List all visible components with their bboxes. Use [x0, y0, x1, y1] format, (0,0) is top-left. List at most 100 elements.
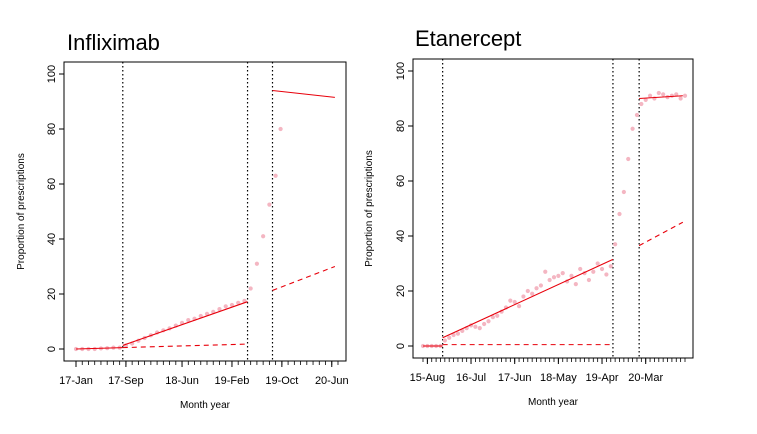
data-point — [547, 277, 552, 283]
data-point — [626, 156, 631, 162]
data-point — [604, 272, 609, 277]
data-point — [508, 298, 513, 303]
data-point — [495, 313, 500, 318]
data-point — [198, 313, 203, 319]
data-point — [556, 273, 561, 278]
etanercept-chart: Etanercept 0 20 40 60 80 100 15-Aug 16-Jul 17-Jun… — [364, 26, 694, 408]
infliximab-chart: Infliximab 0 20 40 60 80 100 17-Jan 17-Sep 18-Jun… — [16, 30, 349, 411]
data-point — [613, 242, 618, 247]
data-point — [639, 101, 644, 107]
data-point — [482, 321, 487, 327]
x-tick-label: 16-Jul — [456, 372, 486, 384]
data-point — [521, 294, 526, 299]
data-point — [204, 311, 210, 316]
x-tick-label: 17-Sep — [108, 375, 143, 387]
data-point — [442, 338, 447, 343]
data-point — [278, 126, 283, 132]
data-point — [656, 90, 661, 96]
x-tick-label: 15-Aug — [410, 372, 445, 384]
data-point — [447, 335, 452, 340]
data-point — [530, 291, 535, 296]
data-point — [643, 97, 648, 102]
chart-title: Infliximab — [67, 30, 160, 55]
y-tick-label: 20 — [395, 285, 407, 297]
data-point — [591, 269, 596, 274]
data-point — [578, 266, 583, 272]
data-point — [525, 288, 530, 294]
x-tick-label: 18-Jun — [165, 375, 199, 387]
y-tick-label: 20 — [46, 288, 58, 300]
x-tick-label: 17-Jun — [498, 372, 532, 384]
y-tick-label: 0 — [46, 346, 58, 352]
data-point — [534, 286, 539, 291]
x-tick-label: 19-Feb — [215, 375, 250, 387]
data-point — [236, 300, 241, 305]
x-tick-label: 19-Apr — [586, 372, 619, 384]
data-point — [460, 328, 465, 333]
y-tick-label: 60 — [46, 178, 58, 190]
x-axis-label: Month year — [180, 400, 231, 411]
y-tick-label: 80 — [46, 123, 58, 135]
data-point — [617, 211, 622, 217]
data-point — [560, 271, 565, 276]
data-point — [261, 234, 266, 239]
data-point — [674, 92, 679, 97]
data-point — [248, 286, 253, 291]
x-tick-label: 18-May — [540, 372, 577, 384]
y-axis-label: Proportion of prescriptions — [16, 153, 27, 270]
chart-title: Etanercept — [415, 26, 521, 51]
x-tick-label: 17-Jan — [59, 375, 93, 387]
data-point — [573, 282, 578, 287]
data-point — [451, 332, 456, 338]
fitted-line — [639, 95, 683, 100]
plot-frame — [63, 61, 347, 362]
counterfactual-line — [122, 343, 248, 349]
x-tick-label: 19-Oct — [265, 375, 298, 387]
data-point — [455, 331, 461, 336]
data-point — [647, 93, 653, 98]
data-point — [630, 126, 635, 131]
y-tick-label: 100 — [395, 62, 407, 80]
data-point — [538, 283, 544, 288]
data-point — [661, 92, 666, 97]
fitted-line — [122, 301, 248, 346]
fitted-line — [272, 89, 335, 98]
data-point — [229, 302, 235, 308]
y-tick-label: 80 — [395, 120, 407, 132]
fitted-line — [442, 258, 614, 339]
y-tick-label: 60 — [395, 175, 407, 187]
data-point — [608, 264, 613, 269]
data-point — [490, 315, 495, 320]
data-point — [551, 275, 557, 280]
data-point — [486, 319, 491, 324]
counterfactual-line — [272, 265, 336, 291]
data-point — [595, 261, 600, 266]
data-point — [621, 189, 626, 195]
data-point — [678, 96, 683, 101]
plot-frame — [412, 58, 694, 359]
data-point — [669, 93, 675, 98]
y-tick-label: 40 — [395, 230, 407, 242]
x-tick-label: 20-Mar — [628, 372, 663, 384]
x-tick-label: 20-Jun — [315, 375, 349, 387]
y-tick-label: 40 — [46, 233, 58, 245]
data-point — [217, 307, 222, 312]
y-tick-label: 100 — [46, 65, 58, 83]
data-point — [586, 277, 592, 283]
data-point — [473, 324, 478, 329]
data-point — [634, 112, 640, 118]
data-point — [186, 318, 191, 323]
data-point — [267, 202, 272, 207]
fitted-line — [75, 347, 123, 350]
data-point — [254, 261, 260, 266]
data-point — [477, 326, 482, 331]
data-point — [512, 299, 517, 305]
x-axis-label: Month year — [528, 397, 579, 408]
data-point — [543, 269, 548, 274]
data-point — [599, 266, 605, 272]
counterfactual-line — [638, 221, 684, 247]
y-axis-label: Proportion of prescriptions — [364, 150, 375, 267]
y-tick-label: 0 — [395, 343, 407, 349]
data-point — [223, 304, 228, 309]
